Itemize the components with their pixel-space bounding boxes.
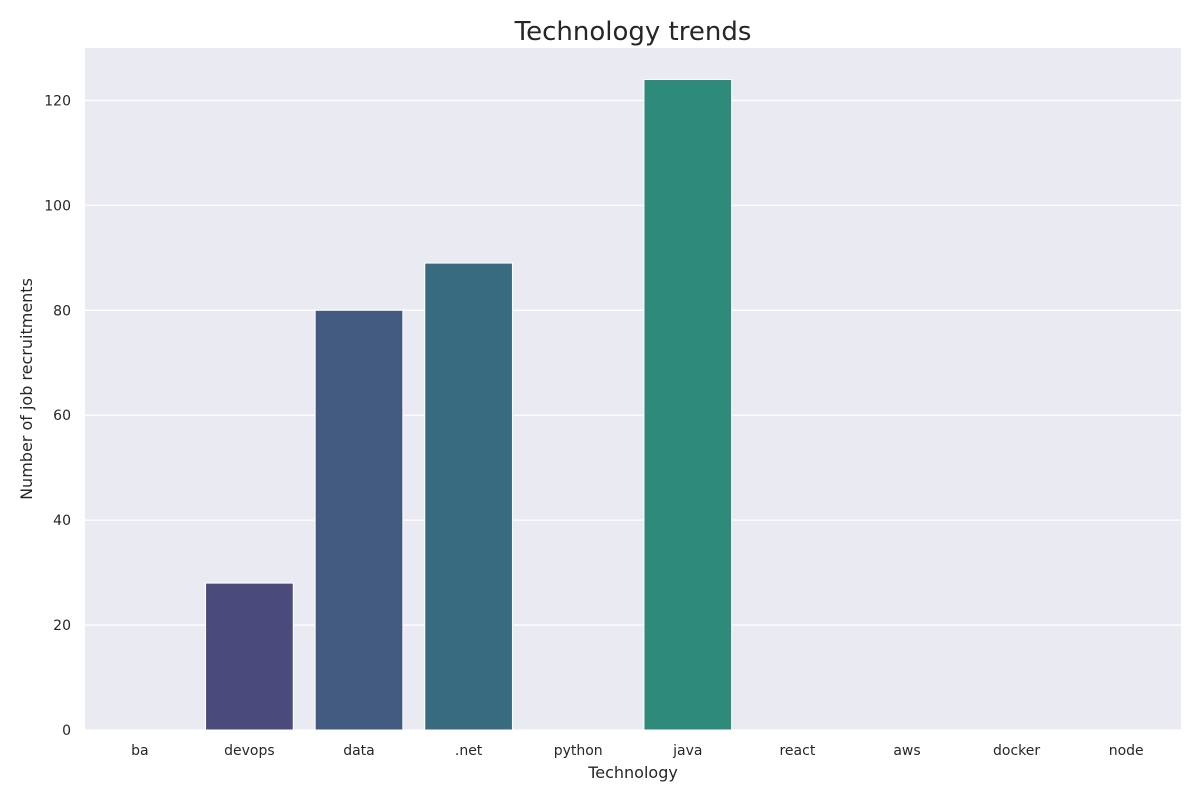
- x-tick-label: docker: [993, 743, 1040, 759]
- x-tick-label: ba: [131, 743, 148, 759]
- y-tick-label: 40: [53, 513, 71, 529]
- x-tick-labels: ba devops data .net python java react aws docker…: [131, 743, 1144, 759]
- chart-title: Technology trends: [514, 17, 752, 47]
- x-tick-label: react: [779, 743, 815, 759]
- y-tick-label: 80: [53, 303, 71, 319]
- bar-data: [314, 309, 404, 731]
- y-axis-label: Number of job recruitments: [17, 278, 36, 500]
- bar-java: [643, 78, 733, 731]
- y-tick-label: 120: [44, 93, 71, 109]
- y-tick-label: 100: [44, 198, 71, 214]
- x-tick-label: aws: [893, 743, 920, 759]
- bar-devops: [205, 582, 294, 731]
- x-tick-label: node: [1109, 743, 1144, 759]
- x-tick-label: .net: [455, 743, 483, 759]
- x-tick-label: python: [554, 743, 603, 759]
- x-tick-label: devops: [224, 743, 275, 759]
- y-tick-label: 0: [62, 723, 71, 739]
- y-tick-labels: 0 20 40 60 80 100 120: [44, 93, 71, 739]
- x-axis-label: Technology: [587, 763, 678, 782]
- bars: [205, 78, 733, 731]
- x-tick-label: data: [343, 743, 375, 759]
- x-tick-label: java: [672, 743, 702, 759]
- y-tick-label: 20: [53, 618, 71, 634]
- y-tick-label: 60: [53, 408, 71, 424]
- bar-net: [424, 262, 513, 731]
